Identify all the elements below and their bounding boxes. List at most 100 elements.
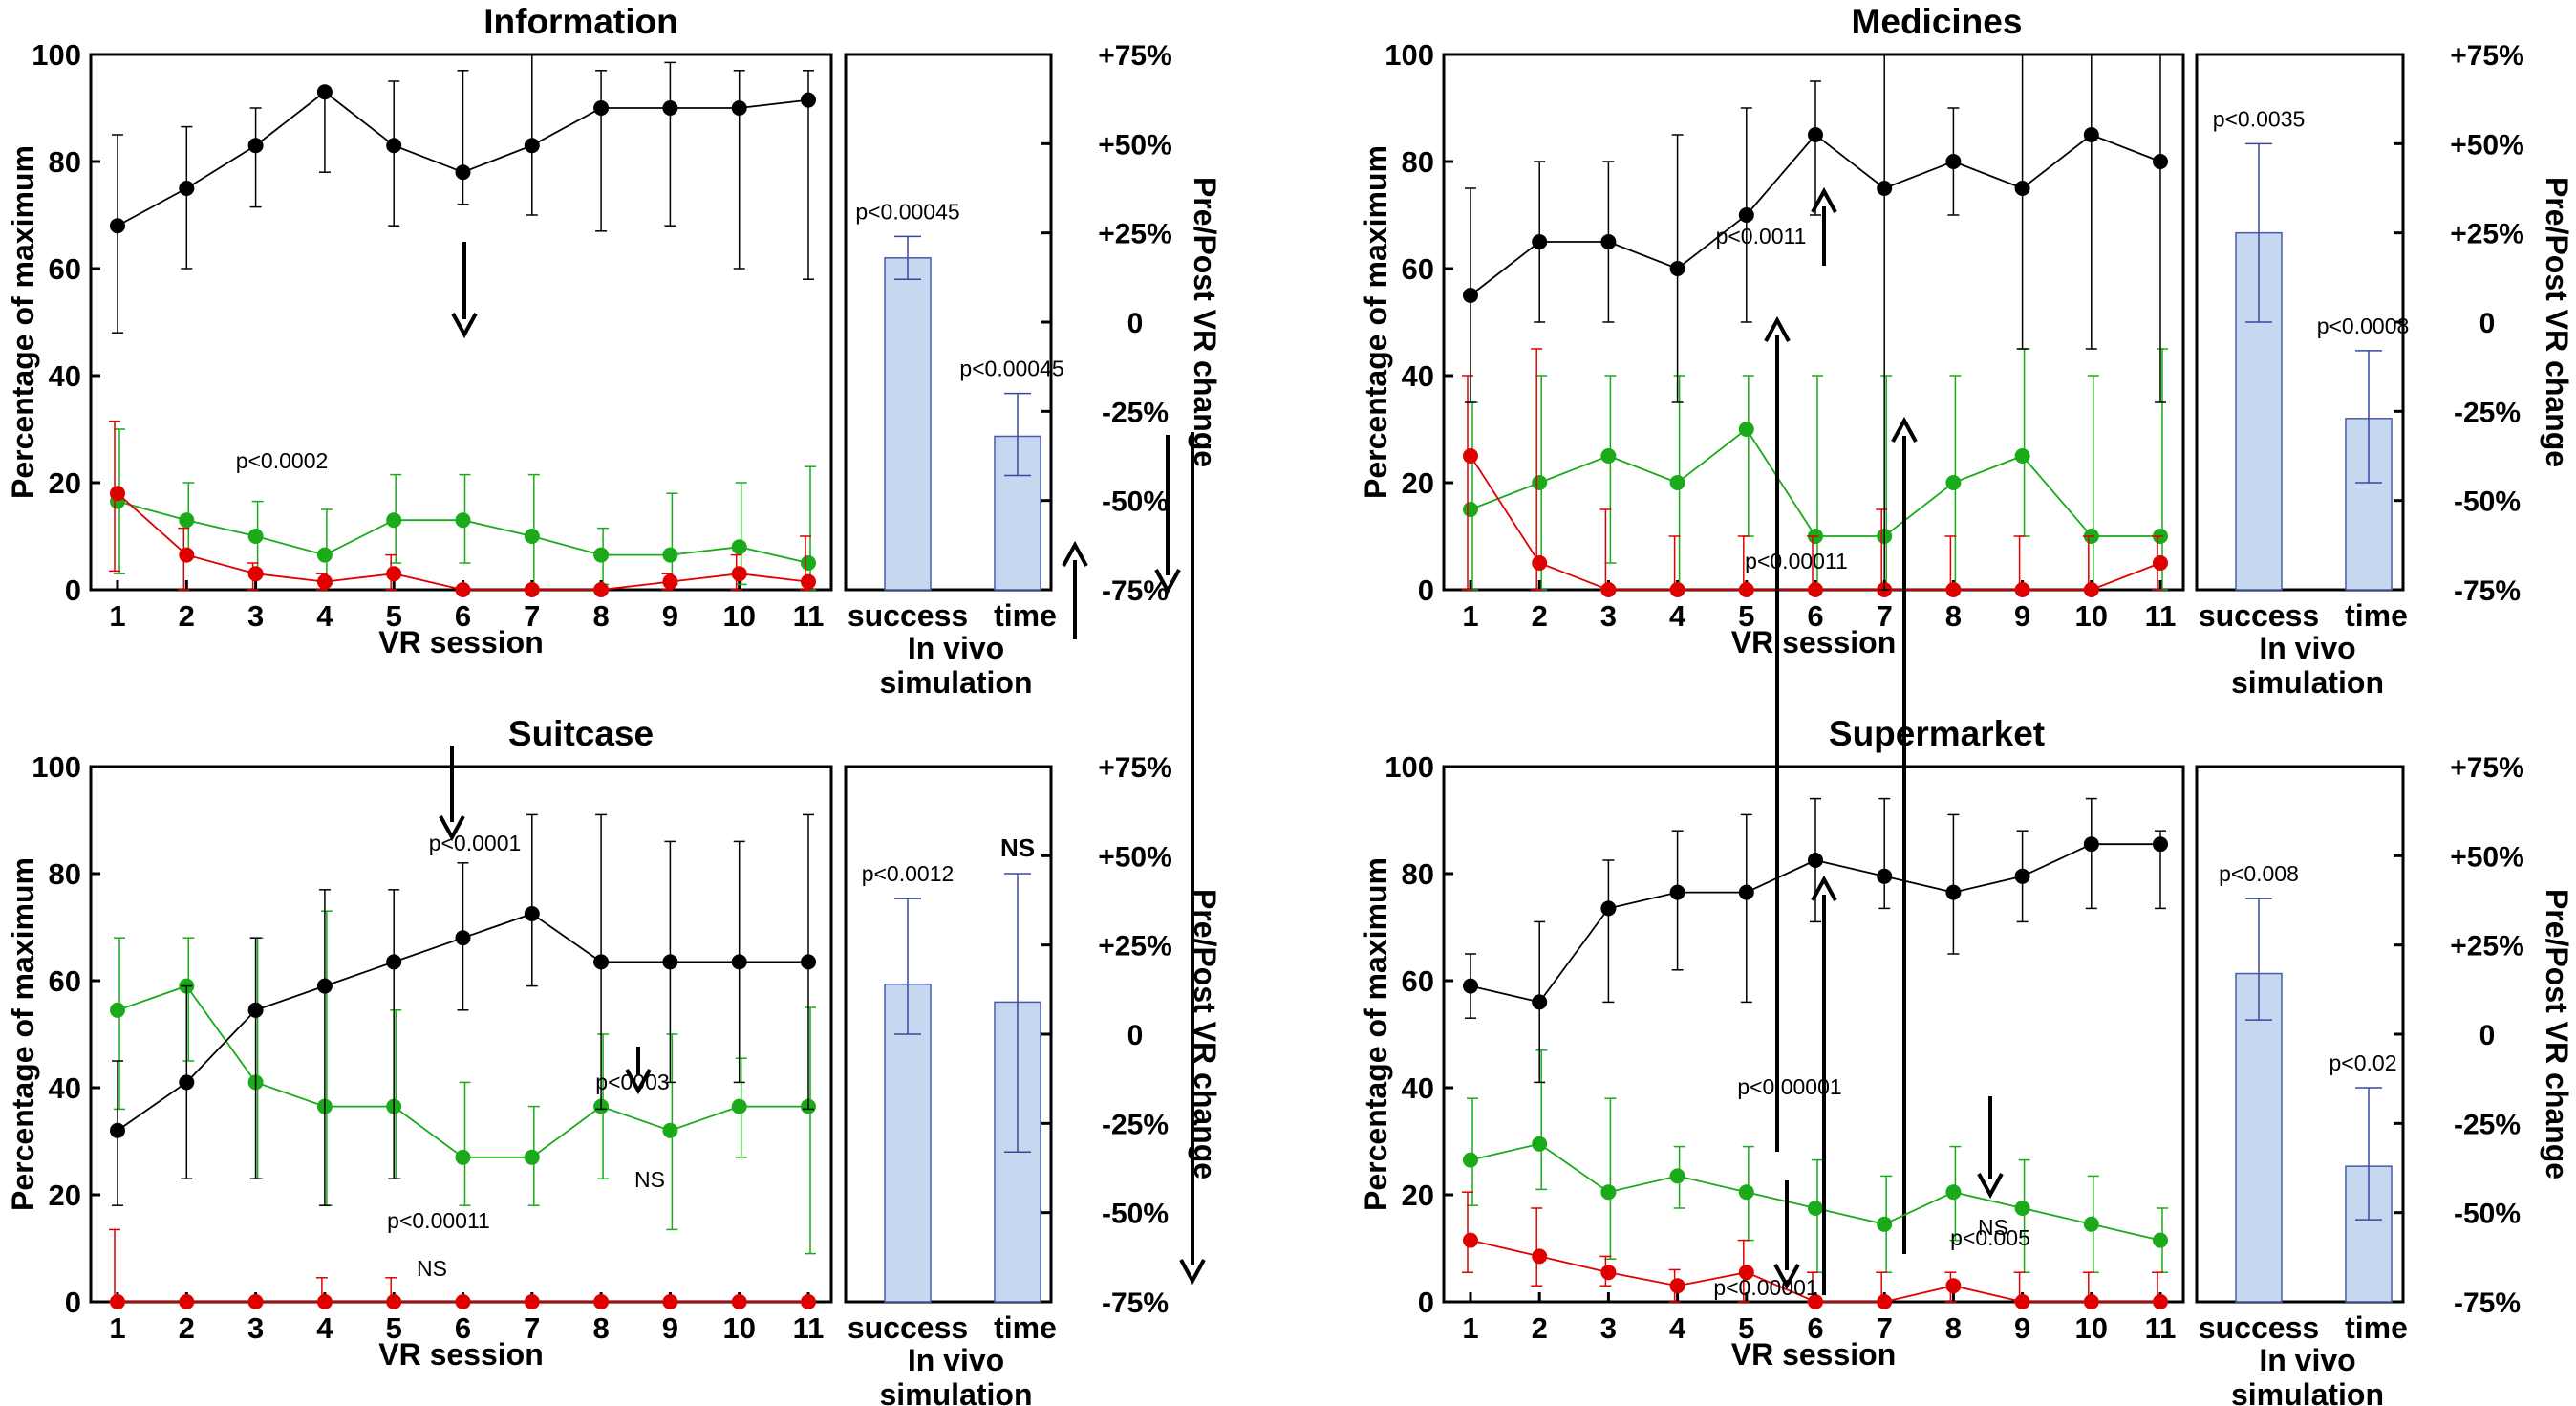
data-point <box>247 566 264 582</box>
bar-y-axis-label: Pre/Post VR change <box>1188 177 1222 467</box>
data-point <box>1945 1278 1962 1294</box>
y-axis-label: Percentage of maximum <box>6 145 40 499</box>
data-point <box>524 1294 540 1309</box>
x-tick-label: 1 <box>1462 599 1478 633</box>
data-point <box>2153 836 2168 853</box>
data-point <box>1808 1201 1823 1216</box>
x-tick-label: 5 <box>386 599 402 633</box>
annotation-arrow <box>1179 432 1206 1286</box>
bar-y-tick-label: 0 <box>2479 1020 2496 1051</box>
y-tick-label: 0 <box>65 573 81 607</box>
data-point <box>801 555 816 571</box>
arrow-head <box>1179 1259 1206 1286</box>
data-point <box>731 1294 747 1309</box>
bar-y-tick-label: -75% <box>1102 1287 1169 1319</box>
bar-y-tick-label: +75% <box>1098 752 1172 784</box>
x-axis-label: VR session <box>1731 625 1897 660</box>
data-point <box>110 1294 125 1309</box>
arrow-head <box>1154 569 1181 595</box>
data-point <box>455 164 471 181</box>
data-point <box>662 100 678 116</box>
x-tick-label: 6 <box>455 599 471 633</box>
data-point <box>2014 868 2030 884</box>
data-point <box>179 181 195 196</box>
bar-y-tick-label: +50% <box>2450 129 2524 161</box>
bar-y-tick-label: +50% <box>1098 129 1172 161</box>
series-line <box>117 492 809 591</box>
data-point <box>386 566 402 582</box>
data-point <box>1945 475 1962 490</box>
annotation: p<0.0002 <box>236 242 478 473</box>
x-tick-label: 7 <box>1877 599 1893 633</box>
series-line <box>117 500 809 564</box>
annotation: p<0.00001 <box>1713 1180 1818 1300</box>
data-point <box>1463 502 1478 517</box>
data-point <box>1600 448 1617 464</box>
annotation-arrow <box>1977 1096 2004 1200</box>
chart-title: Information <box>483 2 677 41</box>
bar-x-axis-label: In vivo <box>2259 631 2355 665</box>
annotation-label: NS <box>417 1256 447 1281</box>
bar-y-tick-label: 0 <box>2479 308 2496 339</box>
data-point <box>1669 582 1685 597</box>
x-tick-label: 4 <box>316 599 333 633</box>
data-point <box>2014 448 2030 464</box>
bar-p-value-label: NS <box>1000 833 1035 862</box>
data-point <box>2153 154 2168 169</box>
x-tick-label: 7 <box>1877 1311 1893 1345</box>
y-tick-label: 80 <box>1402 145 1434 179</box>
x-tick-label: 10 <box>2075 599 2108 633</box>
data-point <box>1738 884 1754 900</box>
series-red <box>109 1228 816 1309</box>
x-tick-label: 8 <box>592 599 609 633</box>
annotation-arrow <box>439 746 465 842</box>
data-point <box>2083 1294 2099 1309</box>
arrow-head <box>1062 540 1088 567</box>
x-tick-label: 9 <box>2014 599 2030 633</box>
y-tick-label: 80 <box>1402 857 1434 891</box>
data-point <box>1945 582 1962 597</box>
data-point <box>662 1294 678 1309</box>
annotation-label: p<0.00011 <box>1745 549 1848 573</box>
data-point <box>662 954 678 970</box>
data-point <box>801 573 816 590</box>
data-point <box>1600 900 1617 917</box>
x-tick-label: 10 <box>2075 1311 2108 1345</box>
annotation-label: p<0.00001 <box>1713 1275 1817 1300</box>
annotation-label: p<0.0011 <box>1716 224 1807 249</box>
data-point <box>2083 582 2099 597</box>
x-tick-label: 11 <box>793 1311 825 1345</box>
data-point <box>2083 127 2099 142</box>
data-point <box>524 529 540 544</box>
x-tick-label: 1 <box>1462 1311 1478 1345</box>
data-point <box>316 84 333 100</box>
x-axis-label: VR session <box>378 1337 544 1372</box>
y-tick-label: 40 <box>49 1071 81 1105</box>
arrow-head <box>1811 186 1837 213</box>
y-tick-label: 20 <box>49 466 81 500</box>
arrow-head <box>439 815 465 842</box>
data-point <box>316 547 333 563</box>
data-point <box>247 1294 264 1309</box>
data-point <box>1808 582 1823 597</box>
data-point <box>1463 288 1478 303</box>
data-point <box>1669 884 1685 900</box>
data-point <box>593 582 610 597</box>
data-point <box>1945 884 1962 900</box>
data-point <box>179 1294 195 1309</box>
data-point <box>247 138 264 154</box>
bar-y-tick-label: +25% <box>1098 219 1172 250</box>
data-point <box>1600 234 1617 249</box>
annotation-arrow <box>1154 435 1181 595</box>
arrow-head <box>625 1069 652 1095</box>
x-tick-label: 5 <box>1738 1311 1754 1345</box>
y-tick-label: 0 <box>1418 573 1434 607</box>
annotation-arrow <box>1811 875 1837 1295</box>
bar-category-label: time <box>994 1310 1057 1345</box>
arrow-head <box>1773 1264 1800 1290</box>
annotation-arrow <box>625 1047 652 1095</box>
x-tick-label: 6 <box>1807 1311 1823 1345</box>
x-tick-label: 10 <box>722 1311 755 1345</box>
bar-y-tick-label: -50% <box>1102 487 1169 518</box>
